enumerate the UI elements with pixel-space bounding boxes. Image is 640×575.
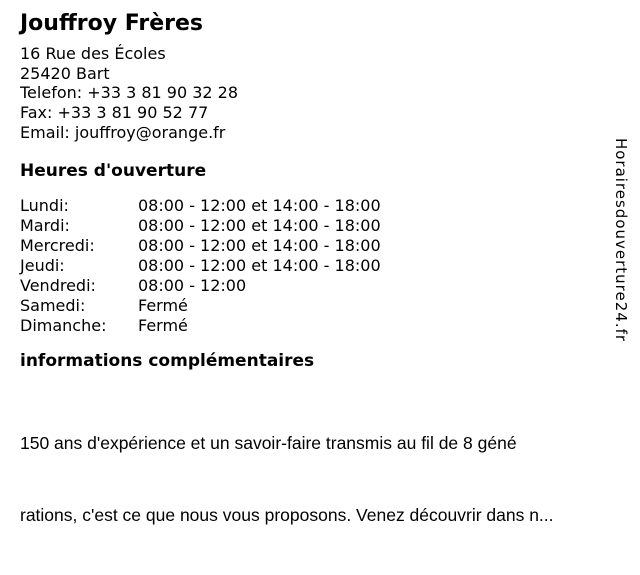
- day-label: Vendredi:: [20, 275, 96, 295]
- day-hours: Fermé: [138, 295, 188, 315]
- hours-row-monday: Lundi: 08:00 - 12:00 et 14:00 - 18:00: [20, 196, 600, 216]
- address-street: 16 Rue des Écoles: [20, 44, 166, 63]
- business-name: Jouffroy Frères: [20, 11, 204, 36]
- phone-line: Telefon: +33 3 81 90 32 28: [20, 83, 239, 103]
- day-label: Mardi:: [20, 215, 70, 235]
- day-label: Samedi:: [20, 295, 86, 315]
- hours-row-saturday: Samedi: Fermé: [20, 296, 600, 316]
- day-hours: Fermé: [138, 315, 188, 335]
- hours-row-tuesday: Mardi: 08:00 - 12:00 et 14:00 - 18:00: [20, 216, 600, 236]
- hours-row-friday: Vendredi: 08:00 - 12:00: [20, 276, 600, 296]
- hours-row-wednesday: Mercredi: 08:00 - 12:00 et 14:00 - 18:00: [20, 236, 600, 256]
- day-hours: 08:00 - 12:00: [138, 275, 247, 295]
- additional-info-heading: informations complémentaires: [20, 350, 315, 371]
- day-hours: 08:00 - 12:00 et 14:00 - 18:00: [138, 195, 381, 215]
- fax-line: Fax: +33 3 81 90 52 77: [20, 103, 209, 123]
- additional-info-text: 150 ans d'expérience et un savoir-faire …: [20, 383, 600, 575]
- day-label: Jeudi:: [20, 255, 65, 275]
- hours-heading: Heures d'ouverture: [20, 160, 207, 181]
- hours-table: Lundi: 08:00 - 12:00 et 14:00 - 18:00 Ma…: [20, 196, 600, 336]
- day-hours: 08:00 - 12:00 et 14:00 - 18:00: [138, 215, 381, 235]
- hours-row-thursday: Jeudi: 08:00 - 12:00 et 14:00 - 18:00: [20, 256, 600, 276]
- contact-block: 16 Rue des Écoles 25420 Bart Telefon: +3…: [20, 44, 600, 143]
- day-label: Mercredi:: [20, 235, 95, 255]
- info-text-line: rations, c'est ce que nous vous proposon…: [20, 504, 554, 525]
- address-city: 25420 Bart: [20, 63, 110, 83]
- site-watermark: Horairesdouverture24.fr: [612, 137, 630, 343]
- hours-row-sunday: Dimanche: Fermé: [20, 316, 600, 336]
- email-line: Email: jouffroy@orange.fr: [20, 122, 226, 142]
- day-label: Lundi:: [20, 195, 69, 215]
- info-text-line: 150 ans d'expérience et un savoir-faire …: [20, 432, 517, 453]
- day-hours: 08:00 - 12:00 et 14:00 - 18:00: [138, 235, 381, 255]
- day-label: Dimanche:: [20, 315, 107, 335]
- day-hours: 08:00 - 12:00 et 14:00 - 18:00: [138, 255, 381, 275]
